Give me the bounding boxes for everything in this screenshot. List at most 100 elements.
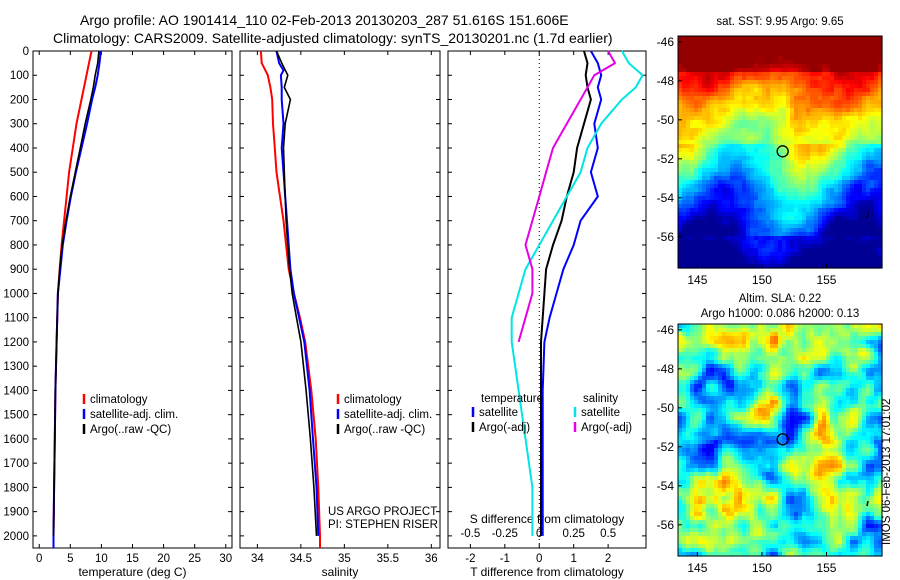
legend-entry: satellite — [479, 407, 518, 419]
depth-tick-label: 1900 — [3, 507, 29, 519]
map-x-tick-label: 150 — [752, 561, 772, 575]
x-tick-label: 15 — [126, 553, 139, 565]
legend-entry: satellite-adj. clim. — [344, 409, 432, 421]
map-y-tick-label: -54 — [657, 479, 675, 493]
sla-map-subtitle: Argo h1000: 0.086 h2000: 0.13 — [701, 308, 860, 320]
map-x-tick-label: 145 — [687, 273, 707, 287]
legend-title-salinity: salinity — [583, 393, 618, 405]
map-cells — [678, 324, 883, 557]
depth-tick-label: 600 — [10, 191, 29, 203]
map-x-tick-label: 145 — [687, 561, 707, 575]
map-x-tick-label: 155 — [816, 561, 836, 575]
depth-tick-label: 100 — [10, 70, 29, 82]
series-line-argo-adj- — [517, 50, 616, 343]
x-tick-label: 34.5 — [290, 553, 312, 565]
map-y-tick-label: -52 — [657, 440, 675, 454]
legend-entry: satellite — [581, 407, 620, 419]
depth-tick-label: 1400 — [3, 385, 29, 397]
depth-tick-label: 200 — [10, 94, 29, 106]
x-tick-label: -2 — [465, 553, 475, 565]
sla-map: Altim. SLA: 0.22 Argo h1000: 0.086 h2000… — [657, 293, 893, 575]
legend-entry: satellite-adj. clim. — [90, 409, 178, 421]
x-tick-label: 35 — [338, 553, 351, 565]
map-cells — [678, 36, 883, 269]
depth-tick-label: 1500 — [3, 410, 29, 422]
map-y-tick-label: -46 — [657, 35, 675, 49]
map-y-tick-label: -54 — [657, 191, 675, 205]
legend-title-temperature: temperature — [481, 393, 543, 405]
x-tick-label: -1 — [500, 553, 510, 565]
series-line-argo-raw-qc- — [52, 50, 100, 536]
x-tick-label: 25 — [188, 553, 201, 565]
map-frame — [677, 35, 883, 269]
map-x-tick-label: 155 — [816, 273, 836, 287]
argo-location-marker — [776, 145, 789, 158]
map-y-tick-label: -48 — [657, 74, 675, 88]
depth-tick-label: 2000 — [3, 531, 29, 543]
map-y-tick-label: -52 — [657, 152, 675, 166]
series-line-climatology — [259, 50, 321, 548]
depth-tick-label: 800 — [10, 240, 29, 252]
legend-entry: climatology — [344, 394, 402, 406]
x-tick-label: 30 — [219, 553, 232, 565]
s-tick-label: -0.25 — [492, 528, 518, 540]
depth-tick-label: 1000 — [3, 288, 29, 300]
legend-entry: Argo(..raw -QC) — [90, 424, 171, 436]
map-x-tick-label: 150 — [752, 273, 772, 287]
x-tick-label: 35.5 — [377, 553, 399, 565]
depth-tick-label: 700 — [10, 216, 29, 228]
plot-frame — [239, 50, 441, 549]
legend-entry: climatology — [90, 394, 148, 406]
sst-map: sat. SST: 9.95 Argo: 9.65 145 150 155 -46 -4… — [657, 16, 883, 287]
figure-title-line1: Argo profile: AO 1901414_110 02-Feb-2013… — [80, 12, 569, 28]
x-tick-label: 2 — [605, 553, 611, 565]
map-y-tick-label: -50 — [657, 401, 675, 415]
x-tick-label: 34 — [251, 553, 264, 565]
x-tick-label: 5 — [67, 553, 73, 565]
depth-tick-label: 1100 — [4, 313, 29, 325]
map-frame — [677, 323, 883, 557]
depth-tick-label: 0 — [23, 46, 29, 58]
series-line-satellite — [541, 50, 603, 536]
s-tick-label: 0.25 — [562, 528, 584, 540]
legend-entry: Argo(..raw -QC) — [344, 424, 425, 436]
depth-tick-label: 500 — [10, 167, 29, 179]
depth-tick-label: 300 — [10, 119, 29, 131]
depth-tick-label: 1700 — [3, 458, 29, 470]
x-tick-label: 0 — [36, 553, 42, 565]
sla-map-field: 145 150 155 -46 -48 -50 -52 -54 -56 — [657, 323, 883, 575]
map-y-tick-label: -46 — [657, 323, 675, 337]
credit-pi: PI: STEPHEN RISER — [328, 519, 438, 531]
plot-frame — [32, 50, 233, 549]
map-speck — [866, 500, 869, 507]
map-y-tick-label: -48 — [657, 362, 675, 376]
sst-map-title: sat. SST: 9.95 Argo: 9.65 — [716, 16, 843, 28]
s-tick-label: 0 — [536, 528, 542, 540]
x-tick-label: 20 — [157, 553, 170, 565]
s-axis-label: S difference from climatology — [470, 512, 625, 526]
depth-tick-label: 1800 — [3, 482, 29, 494]
x-tick-label: 10 — [95, 553, 108, 565]
x-tick-label: 1 — [570, 553, 576, 565]
x-axis-label: salinity — [322, 565, 359, 579]
x-axis-label: temperature (deg C) — [78, 565, 186, 579]
sst-map-field: 145 150 155 -46 -48 -50 -52 -54 -56 — [657, 35, 883, 287]
series-line-argo-raw-qc- — [275, 50, 318, 536]
temperature-profile-plot: 0100200300400500600700800900100011001200… — [3, 46, 233, 579]
sla-map-side-label: IMOS 06-Feb-2013 17:01:02 — [881, 399, 893, 545]
x-tick-label: 36 — [425, 553, 438, 565]
legend-entry: Argo(-adj) — [581, 422, 632, 434]
credit-project: US ARGO PROJECT — [328, 506, 437, 518]
difference-profile-plot: -2 -1 0 1 2T difference from climatology -0.5… — [447, 50, 647, 579]
depth-tick-label: 900 — [10, 264, 29, 276]
map-y-tick-label: -56 — [657, 518, 675, 532]
t-axis-label: T difference from climatology — [470, 565, 624, 579]
figure-title-line2: Climatology: CARS2009. Satellite-adjuste… — [53, 30, 613, 46]
salinity-profile-plot: 34 34.5 35 35.5 36 salinity climatology satelli… — [239, 50, 441, 579]
depth-tick-label: 1300 — [3, 361, 29, 373]
map-y-tick-label: -56 — [657, 230, 675, 244]
s-tick-label: -0.5 — [460, 528, 480, 540]
s-tick-label: 0.5 — [600, 528, 616, 540]
sla-map-title: Altim. SLA: 0.22 — [739, 293, 821, 305]
